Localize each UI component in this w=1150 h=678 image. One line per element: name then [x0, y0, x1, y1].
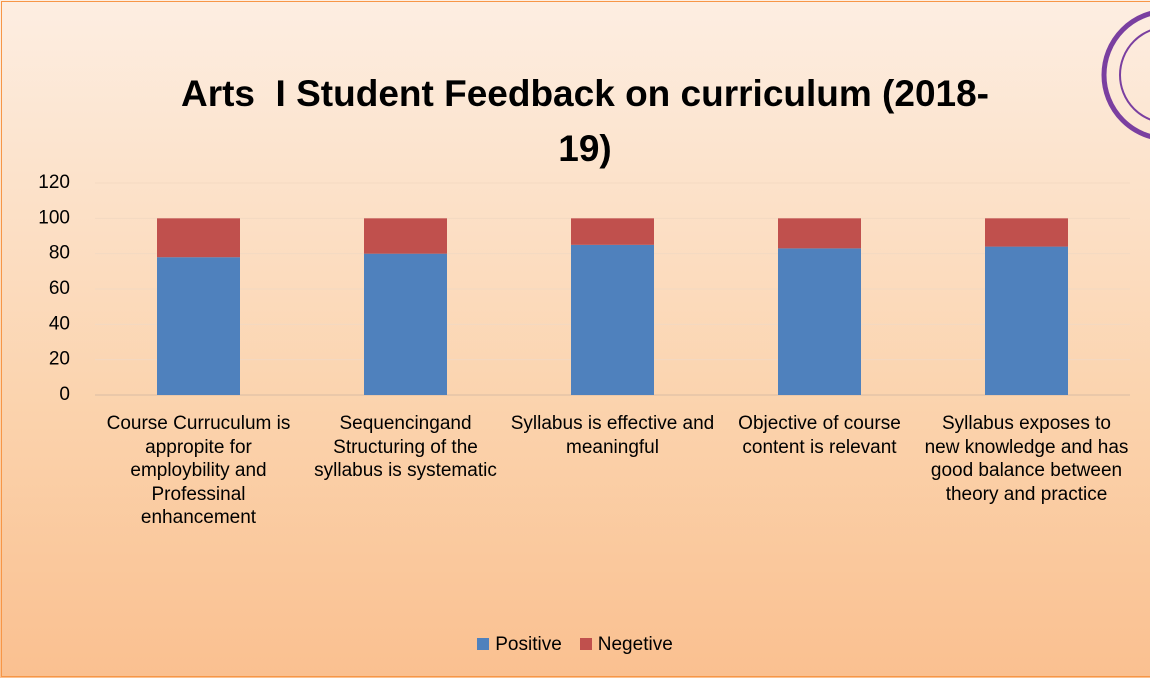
- x-tick-label: Course Curruculum is appropite for emplo…: [106, 413, 291, 528]
- chart-title: Arts I Student Feedback on curriculum (2…: [180, 73, 990, 169]
- bar-segment: [985, 246, 1068, 395]
- y-tick-label: 40: [49, 313, 70, 334]
- bar-segment: [778, 248, 861, 395]
- y-tick-label: 60: [49, 278, 70, 299]
- y-tick-label: 20: [49, 349, 70, 370]
- y-tick-label: 120: [38, 172, 70, 193]
- bar-segment: [157, 257, 240, 395]
- x-tick-label: Syllabus exposes to new knowledge and ha…: [924, 413, 1129, 505]
- bar-segment: [571, 218, 654, 245]
- legend-label: Positive: [495, 634, 562, 655]
- x-tick-label: Syllabus is effective and meaningful: [510, 413, 715, 458]
- x-tick-label: Sequencingand Structuring of the syllabu…: [314, 413, 497, 481]
- legend-swatch: [477, 638, 490, 650]
- stamp: [1101, 10, 1150, 140]
- x-tick-label: Objective of course content is relevant: [738, 413, 901, 458]
- legend-swatch: [579, 638, 592, 650]
- bar-segment: [778, 218, 861, 249]
- y-tick-label: 100: [38, 207, 70, 228]
- legend-item: Positive: [477, 634, 562, 656]
- bar-segment: [364, 253, 447, 395]
- y-tick-label: 0: [59, 384, 70, 405]
- y-tick-label: 80: [49, 243, 70, 264]
- legend-label: Negetive: [597, 634, 673, 655]
- legend: Positive Negetive: [0, 634, 1150, 656]
- bar-segment: [985, 218, 1068, 247]
- bar-segment: [364, 218, 447, 254]
- legend-item: Negetive: [579, 634, 673, 656]
- bar-segment: [571, 244, 654, 395]
- bar-segment: [157, 218, 240, 258]
